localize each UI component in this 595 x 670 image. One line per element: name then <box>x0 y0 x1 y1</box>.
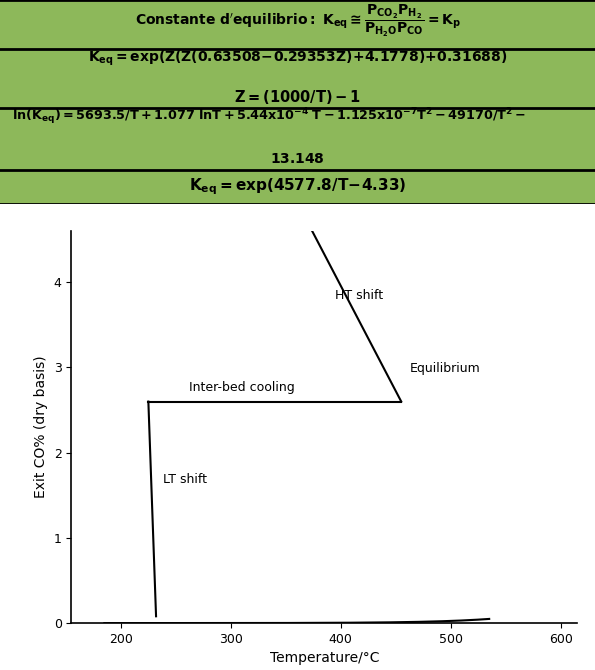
Text: $\mathbf{K_{eq} = exp(Z(Z(0.63508\!-\!0.29353Z)\!+\!4.1778)\!+\!0.31688)}$: $\mathbf{K_{eq} = exp(Z(Z(0.63508\!-\!0.… <box>88 49 507 68</box>
Text: $\mathbf{Z = (1000/T) - 1}$: $\mathbf{Z = (1000/T) - 1}$ <box>234 88 361 106</box>
Text: LT shift: LT shift <box>162 472 206 486</box>
X-axis label: Temperature/°C: Temperature/°C <box>270 651 379 665</box>
Text: $\mathbf{ln(K_{eq}) = 5693.5/T + 1.077\ lnT + 5.44x10^{-4}\ T - 1.125x10^{-7}T^2: $\mathbf{ln(K_{eq}) = 5693.5/T + 1.077\ … <box>12 106 526 127</box>
Y-axis label: Exit CO% (dry basis): Exit CO% (dry basis) <box>34 356 48 498</box>
Text: $\mathbf{13.148}$: $\mathbf{13.148}$ <box>270 152 325 166</box>
Text: Equilibrium: Equilibrium <box>410 362 481 375</box>
Text: $\mathbf{Constante\ d'equilibrio:\ }$$\mathbf{K_{eq} \cong \dfrac{P_{CO_2}P_{H_2: $\mathbf{Constante\ d'equilibrio:\ }$$\m… <box>134 2 461 39</box>
Text: $\mathbf{K_{eq} = exp(4577.8/T\!-\!4.33)}$: $\mathbf{K_{eq} = exp(4577.8/T\!-\!4.33)… <box>189 177 406 197</box>
Text: HT shift: HT shift <box>335 289 383 302</box>
Text: Inter-bed cooling: Inter-bed cooling <box>189 381 295 395</box>
